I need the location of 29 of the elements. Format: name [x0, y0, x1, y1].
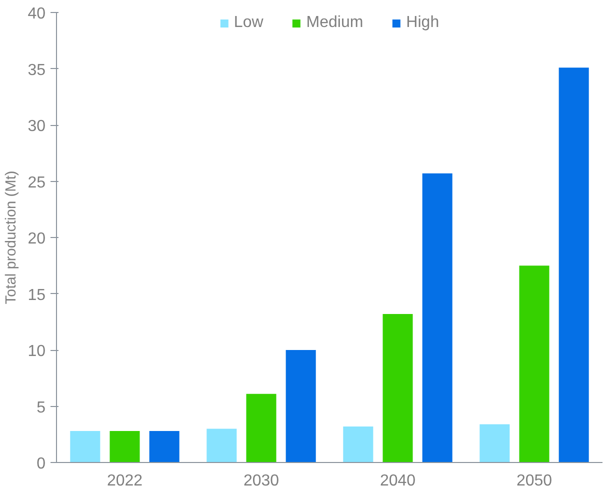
- x-tick-label: 2022: [106, 472, 143, 488]
- bar: [519, 266, 550, 462]
- x-tick-label: 2050: [516, 472, 552, 488]
- y-tick-label: 0: [36, 456, 46, 472]
- bar: [480, 424, 510, 462]
- y-tick-label: 15: [28, 286, 46, 304]
- bar: [70, 431, 100, 462]
- y-tick-label: 25: [28, 174, 46, 192]
- bar: [149, 431, 180, 462]
- y-tick-label: 30: [28, 118, 46, 135]
- y-tick-label: 35: [28, 62, 46, 79]
- legend-label: Low: [234, 14, 264, 32]
- y-tick-label: 10: [28, 343, 46, 360]
- y-tick-label: 5: [36, 399, 46, 416]
- y-tick-label: 40: [28, 6, 46, 22]
- bar: [246, 394, 276, 462]
- legend-label: High: [406, 14, 440, 32]
- legend-label: Medium: [306, 14, 364, 32]
- y-axis-title: Total production (Mt): [4, 170, 20, 304]
- bar: [110, 431, 140, 462]
- bar: [558, 68, 589, 462]
- bar: [286, 350, 316, 462]
- x-tick-label: 2040: [380, 472, 416, 488]
- bar: [343, 426, 374, 462]
- bar: [382, 314, 413, 462]
- x-tick-label: 2030: [243, 472, 280, 488]
- bar: [422, 173, 452, 462]
- y-tick-label: 20: [28, 230, 46, 248]
- bar: [206, 428, 237, 462]
